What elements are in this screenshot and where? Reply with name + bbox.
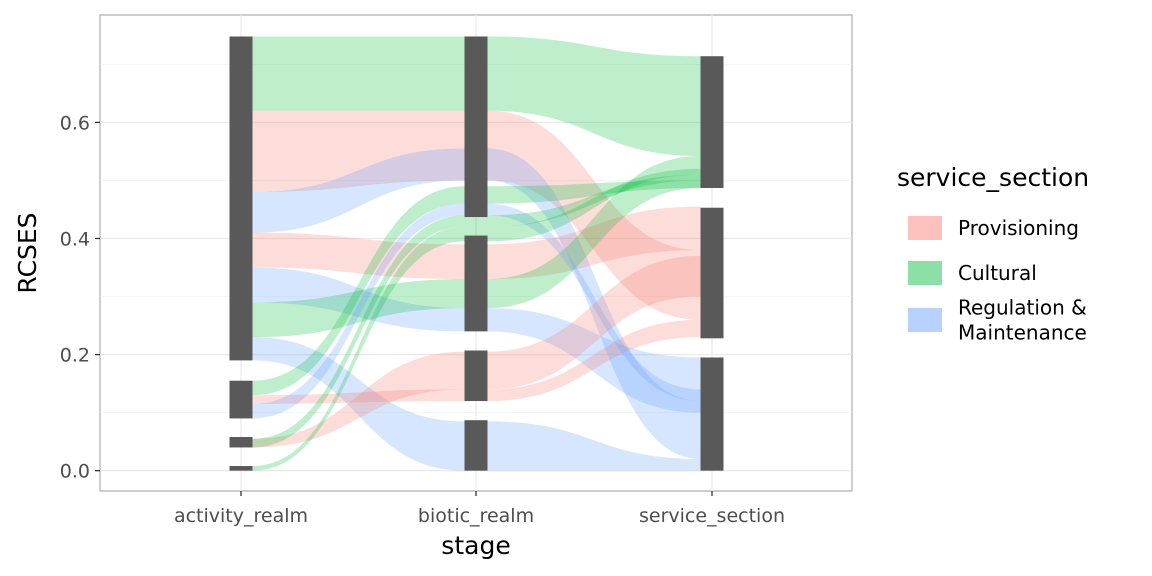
legend-key bbox=[908, 308, 942, 332]
stratum-block bbox=[229, 437, 253, 448]
y-tick-label: 0.4 bbox=[60, 228, 90, 250]
stratum-block bbox=[464, 36, 488, 218]
x-axis-title: stage bbox=[441, 531, 510, 560]
x-tick-label: service_section bbox=[639, 505, 785, 527]
flow-provisioning bbox=[252, 206, 701, 280]
legend-label: Provisioning bbox=[958, 216, 1079, 240]
legend-label: Cultural bbox=[958, 261, 1037, 285]
y-tick-label: 0.2 bbox=[60, 345, 90, 367]
legend: service_section Provisioning Cultural Regu… bbox=[897, 163, 1089, 345]
flow-regulation-maintenance bbox=[252, 148, 701, 460]
stratum-block bbox=[464, 420, 488, 471]
stratum-block bbox=[700, 357, 724, 471]
flow-provisioning bbox=[252, 319, 701, 404]
strata-layer bbox=[229, 36, 724, 471]
x-tick-label: activity_realm bbox=[174, 505, 308, 527]
y-tick-label: 0.6 bbox=[60, 112, 90, 134]
stratum-block bbox=[700, 207, 724, 339]
stratum-block bbox=[700, 56, 724, 188]
flow-cultural bbox=[252, 180, 701, 396]
legend-title: service_section bbox=[897, 163, 1089, 192]
y-axis-title: RCSES bbox=[13, 212, 42, 293]
x-tick-label: biotic_realm bbox=[418, 505, 534, 527]
x-axis: activity_realm biotic_realm service_sectio… bbox=[174, 491, 785, 527]
flow-regulation-maintenance bbox=[252, 203, 701, 419]
flow-cultural bbox=[252, 156, 701, 338]
y-axis: 0.0 0.2 0.4 0.6 bbox=[60, 112, 100, 483]
flow-cultural bbox=[252, 168, 701, 471]
stratum-block bbox=[229, 380, 253, 419]
stratum-block bbox=[464, 350, 488, 402]
stratum-block bbox=[229, 466, 253, 471]
legend-key bbox=[908, 261, 942, 285]
stratum-block bbox=[464, 235, 488, 332]
flow-regulation-maintenance bbox=[252, 267, 701, 413]
legend-label: Maintenance bbox=[958, 321, 1087, 345]
flow-provisioning bbox=[252, 110, 701, 320]
stratum-block bbox=[229, 36, 253, 361]
y-tick-label: 0.0 bbox=[60, 461, 90, 483]
legend-key bbox=[908, 216, 942, 240]
legend-label: Regulation & bbox=[958, 296, 1087, 320]
